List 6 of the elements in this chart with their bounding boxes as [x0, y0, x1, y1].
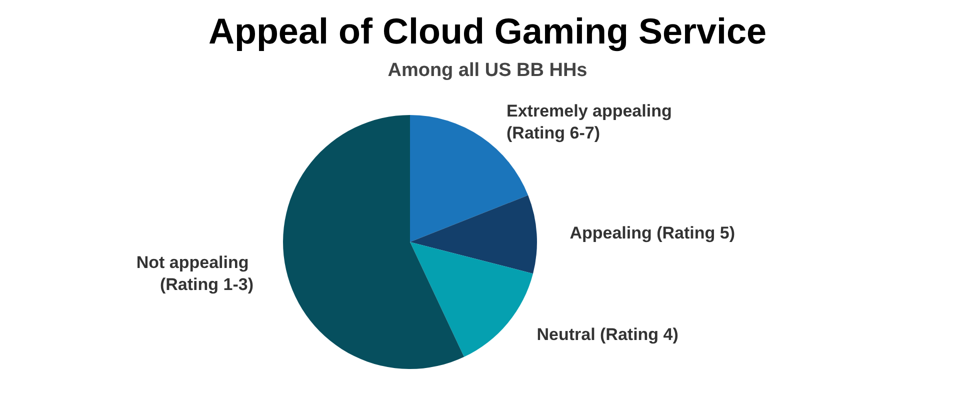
slice-label: Neutral (Rating 4) — [536, 324, 678, 344]
slice-label: Not appealing (Rating 1-3) — [136, 253, 254, 294]
chart-subtitle: Among all US BB HHs — [388, 60, 588, 81]
chart-title: Appeal of Cloud Gaming Service — [208, 10, 767, 52]
slice-label: Appealing (Rating 5) — [570, 223, 735, 242]
slice-label: Extremely appealing (Rating 6-7) — [506, 102, 677, 143]
